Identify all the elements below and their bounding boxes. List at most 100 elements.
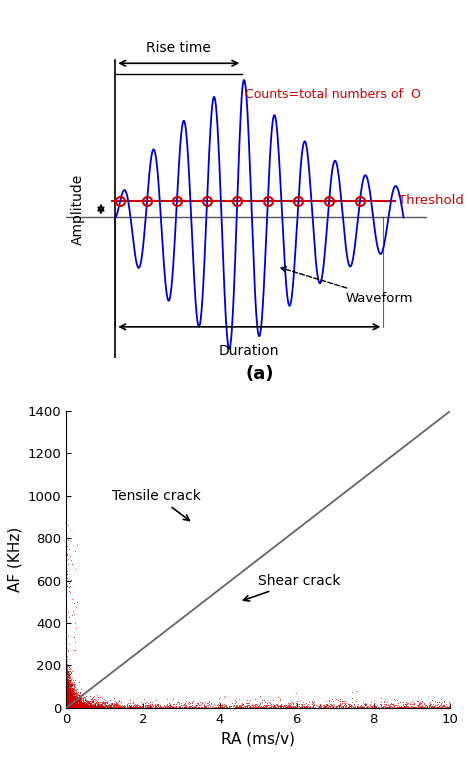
Point — [68, 693, 75, 705]
Point — [67, 695, 74, 707]
Point — [138, 702, 146, 714]
Point — [65, 677, 73, 689]
Point — [64, 696, 72, 708]
Point — [66, 697, 74, 709]
Point — [82, 699, 89, 711]
Point — [63, 696, 70, 708]
Point — [77, 699, 84, 712]
Point — [239, 699, 247, 711]
Point — [68, 688, 75, 700]
Point — [133, 699, 141, 711]
Point — [238, 697, 246, 709]
Point — [67, 702, 74, 714]
Point — [63, 689, 71, 702]
Point — [64, 689, 71, 702]
Point — [68, 698, 75, 710]
Point — [91, 699, 98, 712]
Point — [72, 701, 80, 713]
Point — [64, 692, 72, 704]
Point — [63, 700, 71, 712]
Point — [66, 700, 73, 712]
Point — [64, 689, 72, 702]
Point — [82, 697, 90, 709]
Point — [71, 701, 79, 713]
Point — [63, 690, 71, 702]
Point — [160, 700, 168, 712]
Point — [65, 694, 73, 706]
Point — [78, 702, 86, 714]
Point — [65, 698, 73, 710]
Point — [63, 690, 71, 702]
Point — [65, 699, 73, 711]
Point — [67, 696, 75, 708]
Point — [63, 689, 70, 702]
Point — [68, 683, 76, 696]
Point — [301, 700, 309, 712]
Point — [67, 699, 74, 711]
Point — [65, 702, 73, 714]
Point — [68, 690, 75, 702]
Point — [63, 673, 71, 686]
Point — [65, 700, 73, 712]
Point — [72, 690, 80, 702]
Point — [65, 700, 73, 712]
Point — [81, 701, 89, 713]
Point — [65, 695, 73, 707]
Point — [63, 689, 70, 702]
Point — [67, 700, 74, 712]
Point — [398, 700, 405, 712]
Point — [293, 700, 301, 712]
Point — [69, 701, 76, 713]
Point — [64, 696, 72, 708]
Point — [73, 701, 80, 713]
Point — [67, 698, 75, 710]
Point — [67, 697, 74, 709]
Point — [64, 694, 71, 706]
Point — [64, 701, 72, 713]
Point — [69, 699, 76, 712]
Point — [64, 691, 71, 703]
Point — [74, 700, 82, 712]
Point — [64, 692, 71, 704]
Point — [95, 701, 102, 713]
Point — [65, 697, 73, 709]
Point — [69, 686, 76, 699]
Point — [63, 653, 71, 665]
Point — [84, 701, 92, 713]
Point — [63, 691, 71, 703]
Point — [66, 702, 74, 714]
Point — [64, 690, 72, 702]
Point — [100, 700, 107, 712]
Point — [63, 686, 71, 699]
Point — [64, 686, 72, 698]
Point — [66, 699, 73, 711]
Point — [63, 688, 70, 700]
Point — [72, 699, 79, 712]
Point — [64, 689, 72, 702]
Point — [64, 694, 71, 706]
Point — [64, 691, 72, 703]
Point — [221, 700, 228, 712]
Point — [63, 692, 71, 704]
Point — [63, 695, 71, 707]
Point — [72, 696, 80, 708]
Point — [89, 701, 96, 713]
Point — [81, 702, 88, 714]
Point — [67, 692, 74, 704]
Point — [63, 673, 71, 685]
Point — [69, 700, 76, 712]
Point — [71, 694, 78, 706]
Point — [67, 699, 75, 711]
Point — [441, 702, 449, 714]
Point — [257, 701, 265, 713]
Point — [68, 693, 76, 705]
Point — [64, 698, 72, 710]
Point — [78, 700, 85, 712]
Point — [138, 701, 146, 713]
Point — [66, 698, 73, 710]
Point — [66, 701, 73, 713]
Point — [115, 701, 122, 713]
Point — [72, 693, 79, 705]
Point — [244, 702, 252, 714]
Point — [70, 697, 78, 709]
